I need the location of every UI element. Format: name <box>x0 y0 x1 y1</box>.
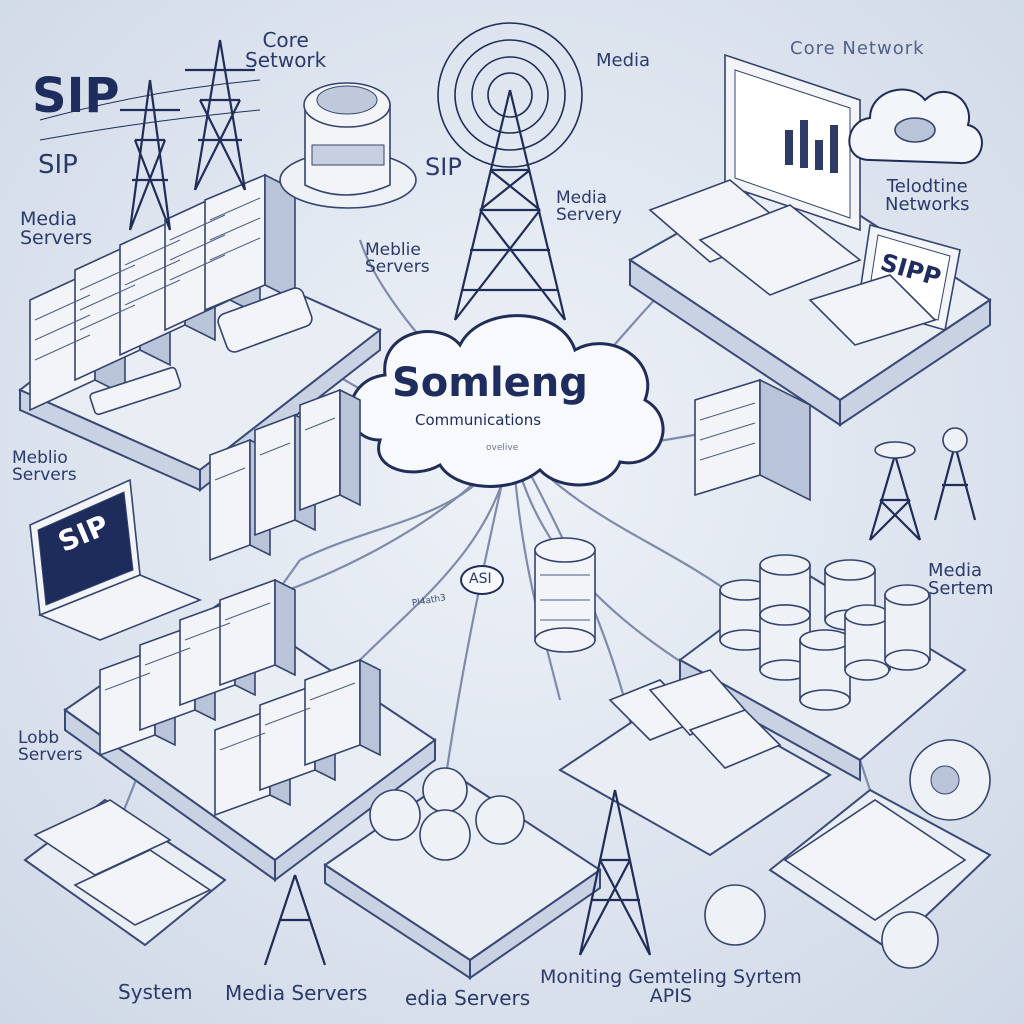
center-subtitle: Communications <box>415 411 542 429</box>
laptop-left <box>29 478 203 641</box>
speaker-dish <box>704 739 991 969</box>
center-tag: ovelive <box>486 443 519 453</box>
central-cloud <box>349 314 665 488</box>
asi-bubble: ASI <box>460 565 504 595</box>
server-rack-right <box>694 378 811 502</box>
server-rack-cluster-topleft <box>18 173 382 493</box>
cloud-icon-topright <box>848 88 983 165</box>
telodtine-networks-label: Telodtine Networks <box>885 176 970 215</box>
monitoring-label-bottom: Moniting Gemteling Syrtem APIS <box>540 966 802 1007</box>
center-title: Somleng <box>392 360 588 406</box>
sip-label-small: SIP <box>38 150 78 180</box>
media-label-top: Media <box>596 50 651 71</box>
workstations-bottomright <box>558 669 832 857</box>
lobb-servers-label: Lobb Servers <box>18 728 83 765</box>
network-nodes-bottom <box>323 767 602 980</box>
power-transmission-towers <box>39 39 261 231</box>
core-network-hub <box>279 82 417 209</box>
system-label-bottom: System <box>118 980 193 1004</box>
meblie-servers-label: Meblie Servers <box>365 240 430 277</box>
media-servers-label-left: Media Servers <box>20 208 93 249</box>
sip-label-center: SIP <box>425 153 462 181</box>
control-panel-bottomright <box>768 788 992 952</box>
satellite-towers-right <box>868 427 977 541</box>
core-network-label-right: Core Network <box>790 38 925 59</box>
media-sertem-label: Media Sertem <box>928 560 994 599</box>
media-server-label-center: Media Servery <box>556 188 622 225</box>
server-rack-cluster-middle <box>209 388 361 562</box>
storage-cabinets-bottomleft <box>23 798 227 947</box>
server-rack-cluster-bottomleft <box>63 578 437 882</box>
monitoring-workstation <box>628 53 992 427</box>
sip-label-large: SIP <box>32 68 120 124</box>
asi-bubble-text: ASI <box>469 571 492 587</box>
cell-tower-central <box>437 22 583 321</box>
meblio-servers-label: Meblio Servers <box>12 448 77 485</box>
towers-bottom <box>263 789 652 966</box>
edia-servers-label-bottom: edia Servers <box>405 986 531 1010</box>
media-servers-label-bottom: Media Servers <box>225 981 368 1005</box>
core-network-label-top: Core Setwork <box>245 28 327 72</box>
asi-storage <box>534 537 596 653</box>
